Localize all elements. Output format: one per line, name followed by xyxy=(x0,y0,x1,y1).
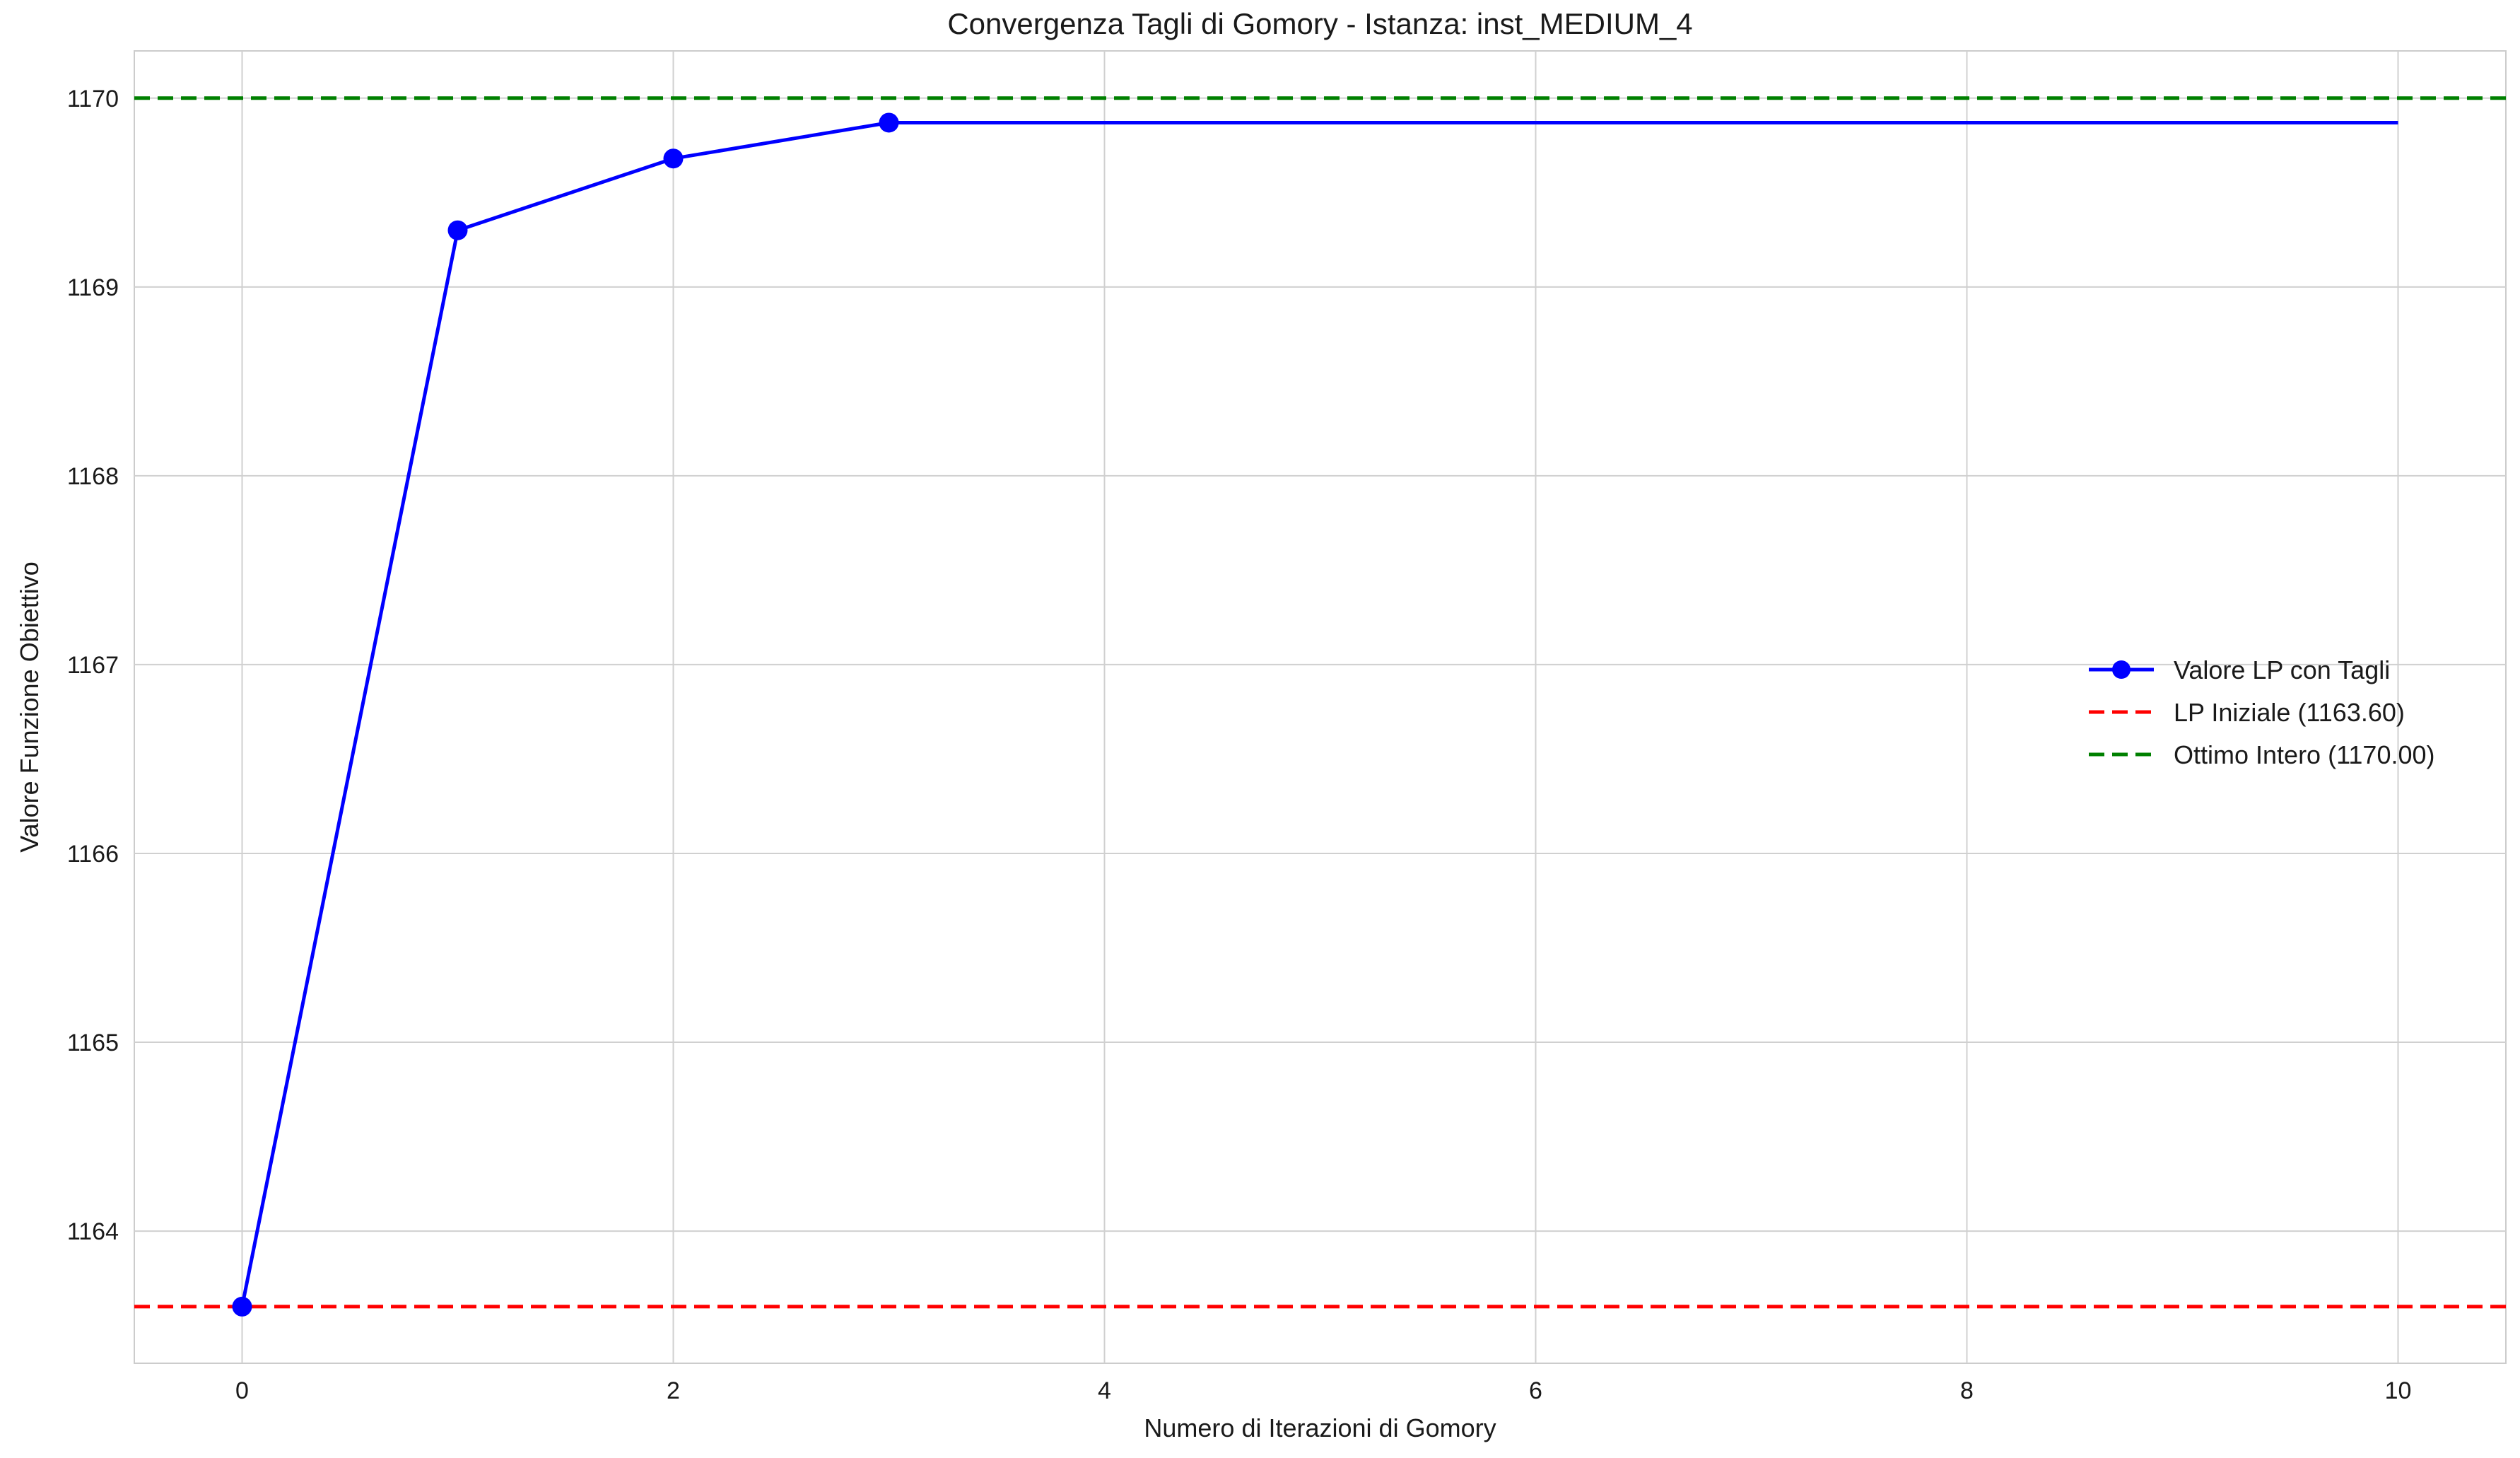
x-axis-label: Numero di Iterazioni di Gomory xyxy=(1144,1413,1496,1442)
y-axis-label: Valore Funzione Obiettivo xyxy=(15,561,44,853)
x-tick-label: 4 xyxy=(1098,1377,1111,1404)
legend-item: Ottimo Intero (1170.00) xyxy=(2089,740,2435,769)
legend-marker xyxy=(2112,660,2131,679)
legend-label: Ottimo Intero (1170.00) xyxy=(2174,740,2435,769)
y-tick-label: 1165 xyxy=(67,1030,119,1056)
y-tick-label: 1170 xyxy=(67,86,119,112)
data-point xyxy=(879,112,899,133)
data-point xyxy=(447,220,468,240)
x-ticks: 0 2 4 6 8 10 xyxy=(235,1377,2411,1404)
legend-item: Valore LP con Tagli xyxy=(2089,655,2390,684)
y-tick-label: 1166 xyxy=(67,841,119,868)
series xyxy=(232,112,2398,1317)
grid xyxy=(134,51,2506,1363)
x-tick-label: 10 xyxy=(2385,1377,2412,1404)
data-point xyxy=(232,1296,252,1317)
chart-title: Convergenza Tagli di Gomory - Istanza: i… xyxy=(947,7,1692,40)
y-ticks: 1164 1165 1166 1167 1168 1169 1170 xyxy=(67,86,119,1245)
x-tick-label: 0 xyxy=(235,1377,249,1404)
y-tick-label: 1168 xyxy=(67,463,119,490)
y-tick-label: 1164 xyxy=(67,1218,119,1245)
plot-area xyxy=(134,50,2507,1364)
legend-label: LP Iniziale (1163.60) xyxy=(2174,698,2405,727)
x-tick-label: 8 xyxy=(1960,1377,1974,1404)
x-tick-label: 6 xyxy=(1529,1377,1542,1404)
legend: Valore LP con Tagli LP Iniziale (1163.60)… xyxy=(2089,655,2435,769)
legend-label: Valore LP con Tagli xyxy=(2174,655,2390,684)
legend-item: LP Iniziale (1163.60) xyxy=(2089,698,2405,727)
y-tick-label: 1167 xyxy=(67,652,119,679)
data-point xyxy=(663,148,684,169)
x-tick-label: 2 xyxy=(667,1377,680,1404)
y-tick-label: 1169 xyxy=(67,274,119,301)
